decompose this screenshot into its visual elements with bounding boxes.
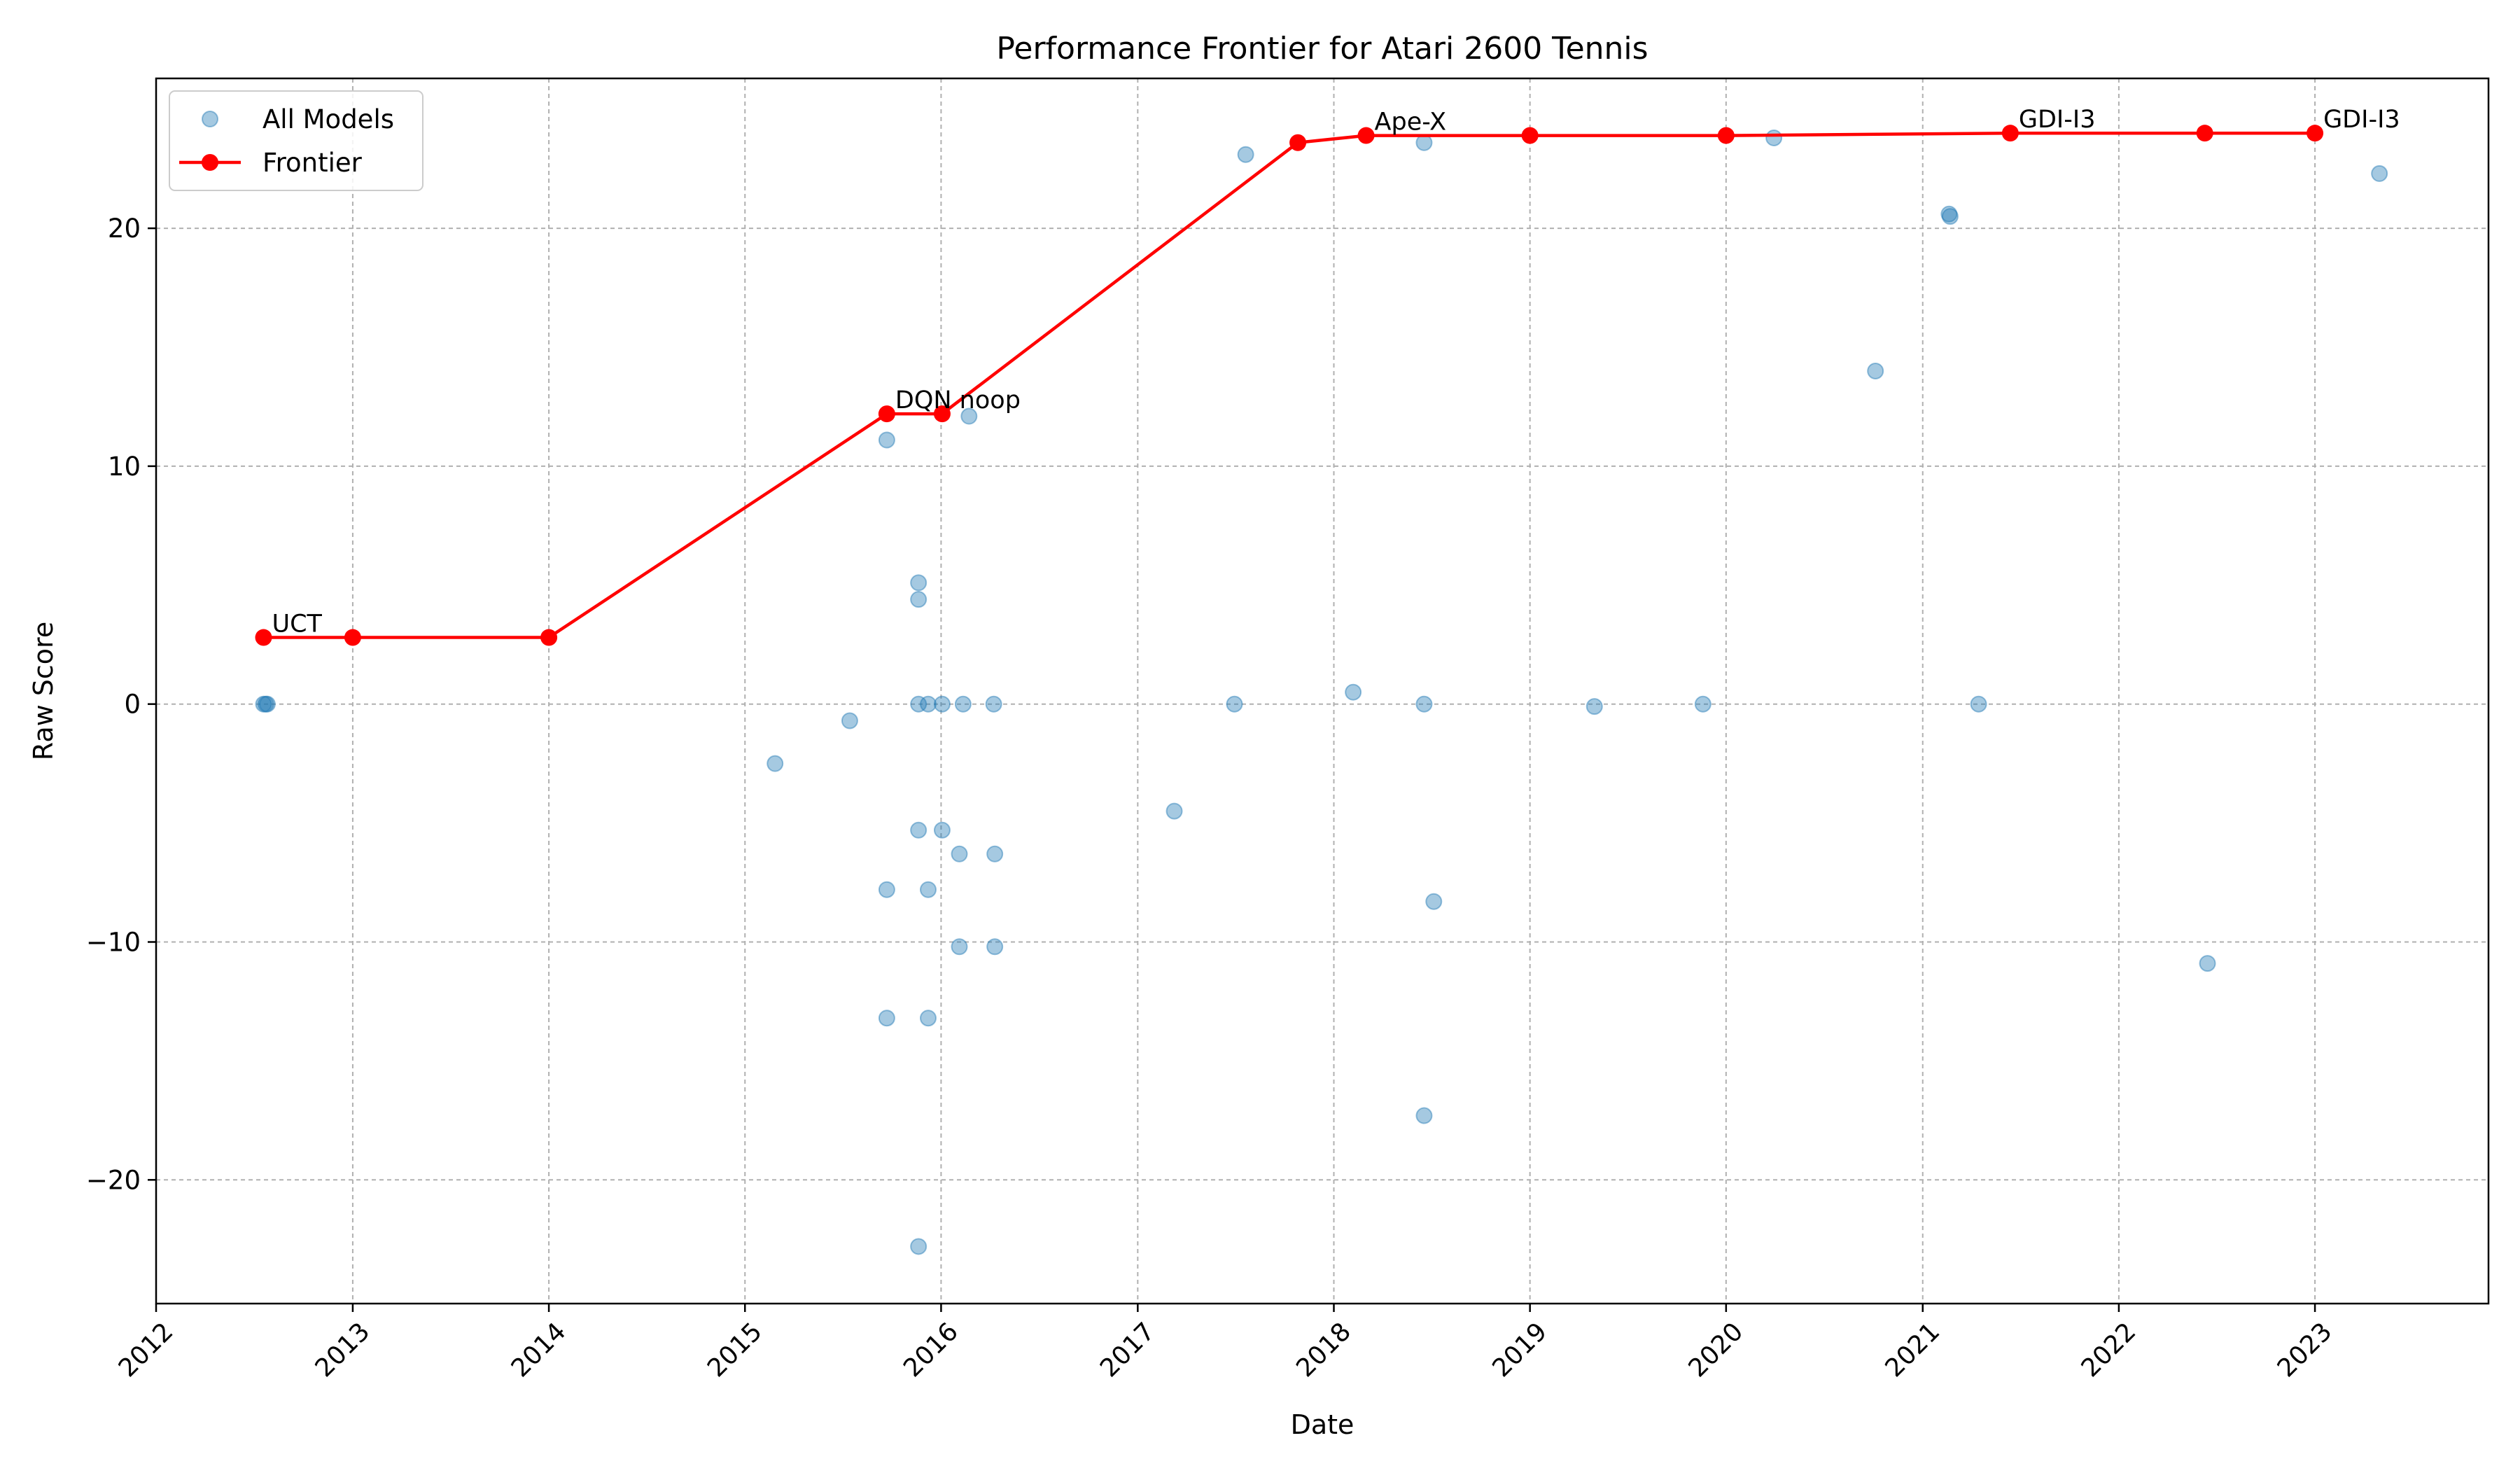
legend-label-frontier: Frontier [262, 148, 363, 178]
frontier-point [933, 405, 951, 423]
y-tick-label: −20 [86, 1165, 141, 1195]
y-tick-label: −10 [86, 927, 141, 957]
frontier-point [878, 405, 895, 423]
frontier-line [263, 131, 2316, 639]
all-models-point [257, 695, 274, 713]
all-models-point [1970, 695, 1987, 713]
all-models-point [1226, 695, 1243, 713]
frontier-point [2001, 125, 2019, 142]
all-models-point [1345, 683, 1362, 701]
legend-label-all-models: All Models [262, 104, 394, 134]
frontier-point [1717, 127, 1735, 144]
all-models-point [1940, 205, 1958, 223]
annotation-label: DQN noop [895, 386, 1021, 414]
all-models-point [1586, 698, 1603, 715]
all-models-point [910, 695, 927, 713]
all-models-point [258, 695, 276, 713]
annotation-label: UCT [272, 610, 323, 638]
all-models-points [255, 129, 2388, 1255]
all-models-point [2199, 955, 2216, 972]
all-models-point [985, 695, 1002, 713]
legend-box [169, 90, 424, 191]
frontier-point [255, 629, 272, 646]
all-models-point [1415, 1107, 1433, 1124]
all-models-point [1237, 146, 1254, 163]
frontier-point [344, 629, 361, 646]
annotations: UCT DQN noop Ape-X GDI-I3 GDI-I3 [272, 106, 2400, 638]
annotation-label: GDI-I3 [2019, 106, 2096, 134]
annotation-label: GDI-I3 [2323, 106, 2400, 134]
legend-marker-frontier [202, 154, 218, 171]
y-axis-ticks: −20 −10 0 10 20 [86, 214, 156, 1195]
y-tick-label: 20 [108, 214, 141, 244]
frontier-point [1289, 134, 1307, 151]
legend: All Models Frontier [169, 90, 424, 191]
all-models-point [933, 821, 951, 839]
all-models-point [910, 1238, 927, 1255]
all-models-point [910, 821, 927, 839]
frontier-point [1357, 127, 1375, 144]
all-models-point [878, 1010, 895, 1027]
frontier-series [255, 125, 2324, 646]
all-models-point [1867, 362, 1884, 379]
x-axis-label: Date [1291, 1409, 1354, 1440]
all-models-point [2371, 165, 2388, 182]
all-models-point [878, 431, 895, 449]
all-models-point [986, 845, 1004, 863]
y-tick-label: 0 [124, 690, 141, 720]
all-models-point [1694, 695, 1712, 713]
frontier-point [1521, 127, 1539, 144]
frontier-point [2196, 125, 2213, 142]
y-tick-label: 10 [108, 452, 141, 482]
all-models-point [910, 591, 927, 608]
all-models-point [1415, 695, 1433, 713]
frontier-point [2306, 125, 2324, 142]
all-models-point [1166, 802, 1183, 820]
all-models-point [919, 881, 937, 898]
all-models-point [910, 574, 927, 592]
all-models-point [986, 938, 1004, 956]
all-models-point [841, 712, 858, 729]
all-models-point [1415, 134, 1433, 151]
all-models-point [919, 1010, 937, 1027]
legend-marker-all-models [202, 111, 218, 127]
all-models-point [878, 881, 895, 898]
chart-title: Performance Frontier for Atari 2600 Tenn… [996, 31, 1648, 67]
all-models-point [1941, 208, 1959, 225]
all-models-point [255, 695, 272, 713]
all-models-point [954, 695, 972, 713]
annotation-label: Ape-X [1375, 109, 1447, 137]
all-models-point [951, 845, 968, 863]
all-models-point [951, 938, 968, 956]
all-models-point [933, 695, 951, 713]
plot-frame [155, 77, 2490, 1305]
all-models-point [960, 407, 978, 425]
all-models-point [919, 695, 937, 713]
frontier-point [540, 629, 558, 646]
all-models-point [1765, 129, 1783, 146]
all-models-point [1425, 893, 1443, 910]
grid-lines [155, 78, 2488, 1304]
y-axis-label: Raw Score [28, 622, 59, 760]
all-models-point [766, 755, 784, 772]
